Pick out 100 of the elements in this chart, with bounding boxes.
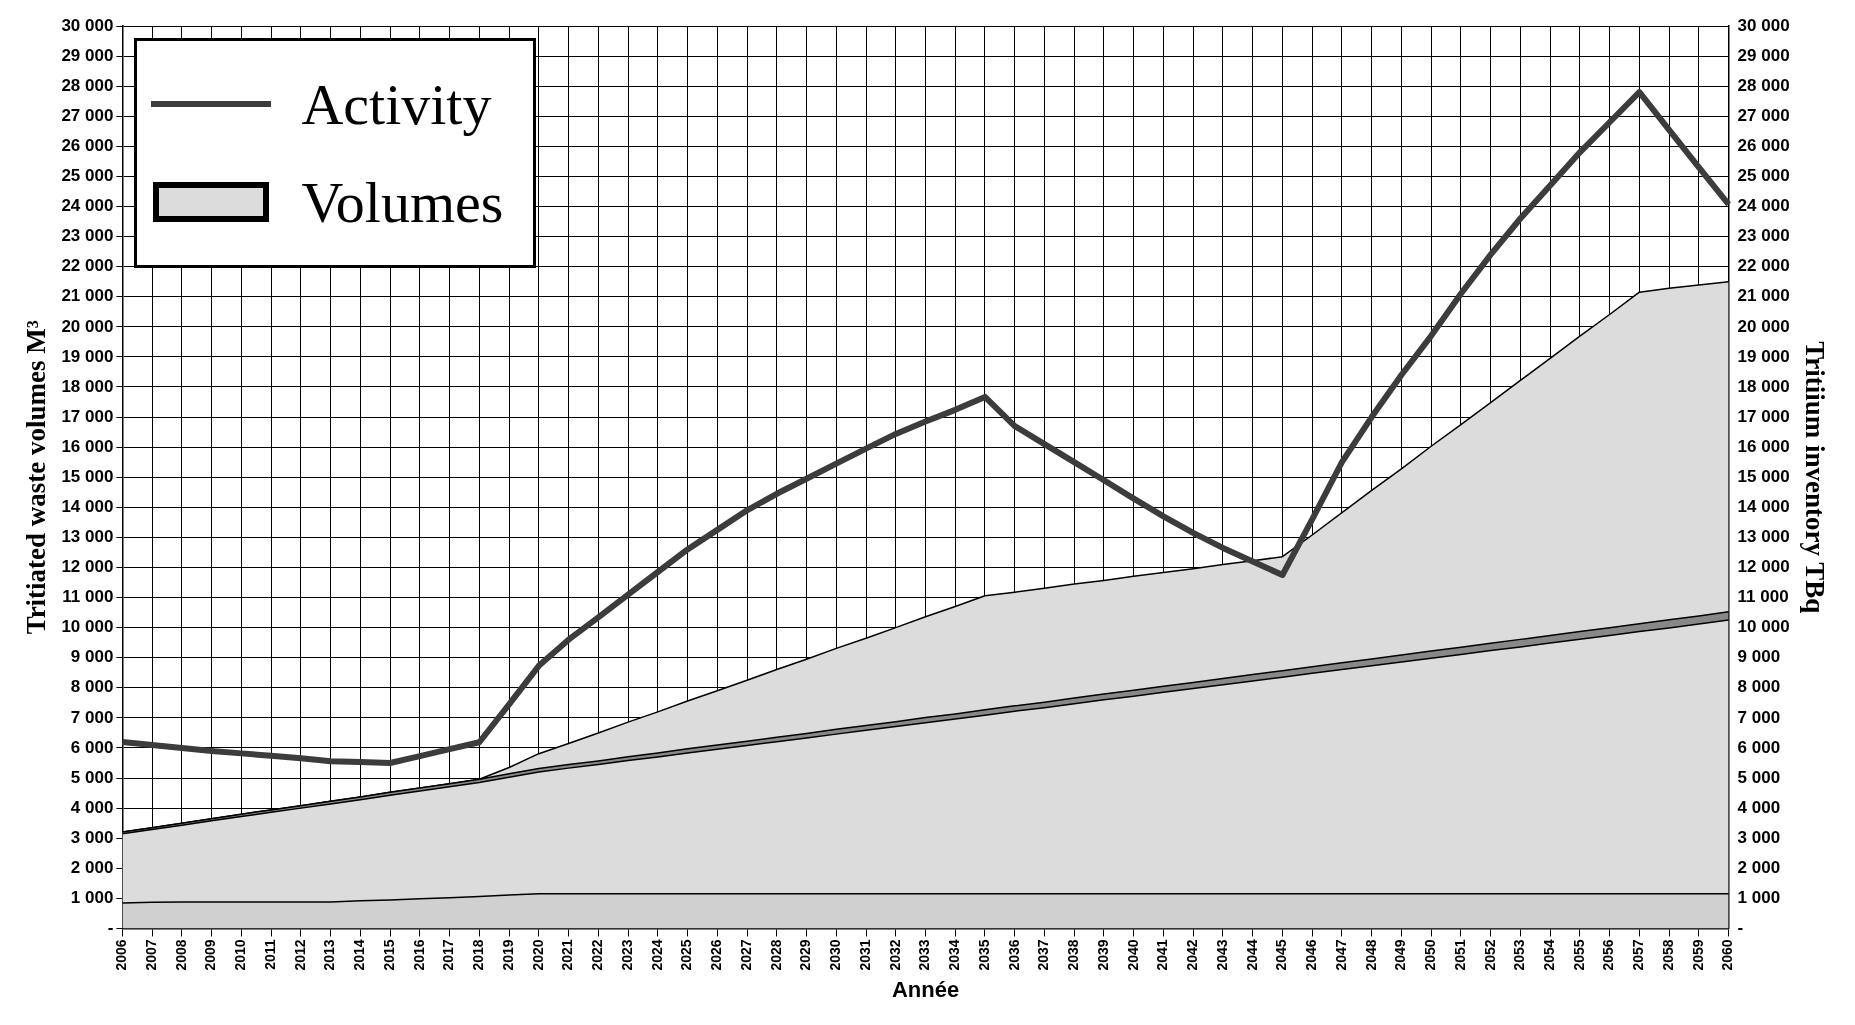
y-tick-label: 10 000 [61,617,114,637]
x-tick-label: 2052 [1481,939,1498,971]
x-tick-label: 2036 [1005,939,1022,971]
x-tick-label: 2040 [1124,939,1141,971]
y2-tick-label: 9 000 [1737,647,1781,667]
y2-tick-label: 18 000 [1737,376,1790,396]
y-tick-label: 23 000 [61,226,114,246]
x-tick-label: 2044 [1243,939,1260,971]
x-tick-label: 2011 [261,939,278,970]
x-tick-label: 2033 [916,939,933,971]
x-tick-label: 2018 [470,939,487,971]
y2-tick-label: 24 000 [1737,196,1790,216]
y2-tick-label: 19 000 [1737,346,1790,366]
x-tick-label: 2025 [678,939,695,971]
y-tick-label: 9 000 [70,647,114,667]
x-tick-label: 2028 [767,939,784,971]
x-tick-label: 2050 [1422,939,1439,971]
x-tick-label: 2046 [1303,939,1320,971]
y-tick-label: 20 000 [61,316,114,336]
x-tick-label: 2056 [1600,939,1617,971]
x-tick-label: 2022 [589,939,606,971]
x-tick-label: 2031 [856,939,873,971]
x-tick-label: 2029 [797,939,814,971]
x-tick-label: 2016 [410,939,427,971]
x-tick-label: 2048 [1362,939,1379,971]
y-tick-label: 1 000 [70,888,114,908]
y2-tick-label: 6 000 [1737,737,1781,757]
x-tick-label: 2019 [499,939,516,971]
x-tick-label: 2023 [618,939,635,971]
y2-tick-label: 13 000 [1737,527,1790,547]
x-tick-label: 2020 [529,939,546,971]
x-tick-label: 2058 [1659,939,1676,971]
y-tick-label: 7 000 [70,707,114,727]
y2-tick-label: 17 000 [1737,406,1790,426]
y2-tick-label: 14 000 [1737,497,1790,516]
x-tick-label: 2053 [1511,939,1528,971]
y-axis-title: Tritiated waste volumes M³ [21,320,52,635]
x-tick-label: 2014 [351,939,368,971]
y-tick-label: 18 000 [61,376,114,396]
y2-tick-label: 20 000 [1737,316,1790,336]
x-tick-label: 2034 [946,939,963,971]
x-tick-label: 2012 [291,939,308,971]
x-tick-label: 2060 [1719,939,1736,971]
legend-label: Activity [301,70,492,138]
x-tick-label: 2027 [737,939,754,971]
y-tick-label: 16 000 [61,436,114,456]
y2-tick-label: 12 000 [1737,557,1790,577]
y2-tick-label: 15 000 [1737,466,1790,486]
y2-tick-label: 25 000 [1737,166,1790,186]
x-tick-label: 2026 [708,939,725,971]
x-tick-label: 2017 [440,939,457,971]
y2-tick-label: 16 000 [1737,436,1790,456]
y2-tick-label: 7 000 [1737,707,1781,727]
x-tick-label: 2006 [113,939,130,971]
x-tick-label: 2039 [1094,939,1111,971]
y-tick-label: 25 000 [61,166,114,186]
y-tick-label: 3 000 [70,827,114,847]
y-tick-label: 26 000 [61,136,114,156]
x-tick-label: 2055 [1570,939,1587,971]
x-tick-label: 2008 [172,939,189,971]
y2-tick-label: 4 000 [1737,797,1781,817]
y-tick-label: 15 000 [61,466,114,486]
x-tick-label: 2024 [648,939,665,971]
x-tick-label: 2021 [559,939,576,971]
y2-tick-label: 3 000 [1737,827,1781,847]
y-tick-label: 30 000 [61,15,114,35]
y2-tick-label: 30 000 [1737,15,1790,35]
y-tick-label: 27 000 [61,105,114,125]
x-tick-label: 2051 [1451,939,1468,971]
y-tick-label: 12 000 [61,557,114,577]
y-tick-label: 29 000 [61,45,114,65]
y-tick-label: 24 000 [61,196,114,216]
y-tick-label: 22 000 [61,256,114,276]
y2-tick-label: 21 000 [1737,286,1790,306]
y2-tick-label: 11 000 [1737,587,1789,607]
x-tick-label: 2059 [1689,939,1706,971]
y-tick-label: 28 000 [61,75,114,95]
y-tick-label: 2 000 [70,857,114,877]
x-tick-label: 2042 [1184,939,1201,971]
x-tick-label: 2047 [1332,939,1349,971]
y2-tick-label: 27 000 [1737,105,1790,125]
y-tick-label: 11 000 [62,587,114,607]
y2-tick-label: 29 000 [1737,45,1790,65]
x-tick-label: 2045 [1273,939,1290,971]
y2-tick-label: 28 000 [1737,75,1790,95]
x-axis-title: Année [891,976,960,1002]
y2-tick-label: 1 000 [1737,888,1781,908]
x-tick-label: 2013 [321,939,338,971]
x-tick-label: 2015 [380,939,397,971]
y-tick-label: 6 000 [70,737,114,757]
y2-tick-label: 2 000 [1737,857,1781,877]
x-tick-label: 2030 [827,939,844,971]
x-tick-label: 2038 [1065,939,1082,971]
x-tick-label: 2041 [1154,939,1171,971]
x-tick-label: 2009 [202,939,219,971]
x-tick-label: 2035 [975,939,992,971]
x-tick-label: 2057 [1630,939,1647,971]
y-tick-label: 14 000 [61,497,114,516]
x-tick-label: 2032 [886,939,903,971]
y-tick-label: - [107,918,114,938]
